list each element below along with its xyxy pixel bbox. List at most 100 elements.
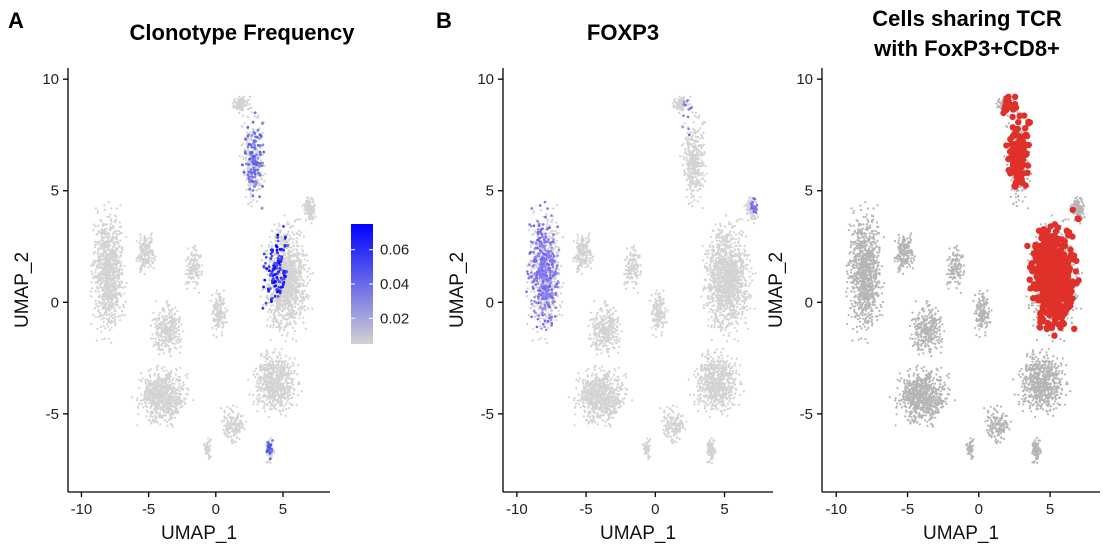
cell-point	[219, 407, 222, 410]
cell-point	[114, 241, 117, 244]
cell-point	[291, 224, 294, 228]
cell-point	[300, 261, 303, 264]
cell-point	[270, 246, 273, 249]
cell-point	[233, 97, 237, 101]
cell-point	[307, 212, 310, 216]
cell-point	[260, 388, 263, 391]
cell-point	[242, 114, 245, 117]
cell-point	[261, 131, 264, 135]
cell-point	[113, 263, 116, 266]
cell-point	[184, 374, 187, 377]
cell-point	[178, 390, 181, 393]
cell-point	[197, 291, 200, 294]
cell-point	[267, 301, 270, 304]
cell-point	[151, 418, 155, 421]
cell-point	[104, 327, 107, 330]
cell-point	[205, 445, 208, 448]
cell-point	[152, 267, 155, 270]
cell-point	[266, 295, 269, 298]
cell-point	[286, 362, 290, 365]
cell-point	[293, 310, 296, 313]
cell-point	[287, 312, 291, 315]
cell-point	[273, 223, 276, 226]
cell-point	[245, 156, 248, 159]
cell-point	[229, 407, 232, 410]
cell-point	[287, 251, 290, 254]
cell-point	[140, 267, 143, 270]
cell-point	[139, 236, 142, 239]
cell-point	[284, 257, 287, 260]
highlighted-cell-point	[242, 170, 246, 174]
cell-point	[305, 208, 309, 211]
cell-point	[98, 240, 101, 243]
cell-point	[200, 270, 203, 273]
cell-point	[112, 284, 115, 287]
cell-point	[100, 233, 104, 236]
cell-point	[163, 310, 166, 313]
cell-point	[103, 233, 106, 236]
cell-point	[197, 256, 201, 259]
cell-point	[154, 387, 158, 390]
cell-point	[156, 381, 159, 384]
cell-point	[96, 212, 99, 215]
cell-point	[282, 265, 285, 268]
cell-point	[291, 396, 294, 399]
cell-point	[101, 314, 104, 317]
cell-point	[293, 238, 296, 241]
cell-point	[278, 324, 281, 327]
cell-point	[143, 235, 146, 238]
cell-point	[303, 309, 306, 312]
cell-point	[290, 250, 293, 253]
cell-point	[219, 312, 222, 315]
cell-point	[276, 401, 279, 404]
cell-point	[278, 311, 281, 314]
cell-point	[157, 343, 160, 346]
cell-point	[279, 413, 283, 416]
cell-point	[290, 261, 293, 264]
cell-point	[257, 181, 260, 184]
cell-point	[193, 248, 196, 251]
cell-point	[279, 313, 282, 316]
cell-point	[293, 244, 296, 247]
cell-point	[151, 386, 154, 389]
cell-point	[242, 155, 245, 158]
cell-point	[110, 321, 113, 325]
cell-point	[150, 234, 153, 237]
cell-point	[113, 214, 117, 217]
cell-point	[226, 309, 229, 312]
cell-point	[302, 264, 305, 267]
cell-point	[177, 380, 180, 383]
cell-point	[119, 264, 122, 267]
cell-point	[110, 247, 114, 250]
cell-point	[182, 383, 185, 387]
cell-point	[105, 314, 108, 317]
cell-point	[287, 323, 290, 327]
cell-point	[252, 400, 255, 403]
cell-point	[170, 319, 173, 322]
cell-point	[305, 284, 308, 287]
cell-point	[109, 301, 112, 304]
cell-point	[261, 304, 264, 307]
cell-point	[264, 380, 267, 383]
cell-point	[269, 295, 272, 298]
cell-point	[232, 428, 236, 431]
cell-point	[148, 263, 152, 266]
cell-point	[192, 262, 195, 265]
cell-point	[163, 327, 166, 330]
cell-point	[312, 272, 315, 275]
cell-point	[293, 329, 296, 332]
cell-point	[116, 303, 119, 306]
cell-point	[168, 350, 172, 353]
cell-point	[91, 261, 94, 265]
cell-point	[240, 144, 243, 147]
cell-point	[93, 259, 96, 262]
cell-point	[120, 261, 123, 264]
cell-point	[229, 420, 233, 423]
cell-point	[136, 424, 139, 427]
cell-point	[281, 395, 285, 398]
cell-point	[280, 389, 283, 392]
cell-point	[110, 269, 113, 272]
cell-point	[158, 411, 161, 414]
cell-point	[262, 406, 265, 410]
